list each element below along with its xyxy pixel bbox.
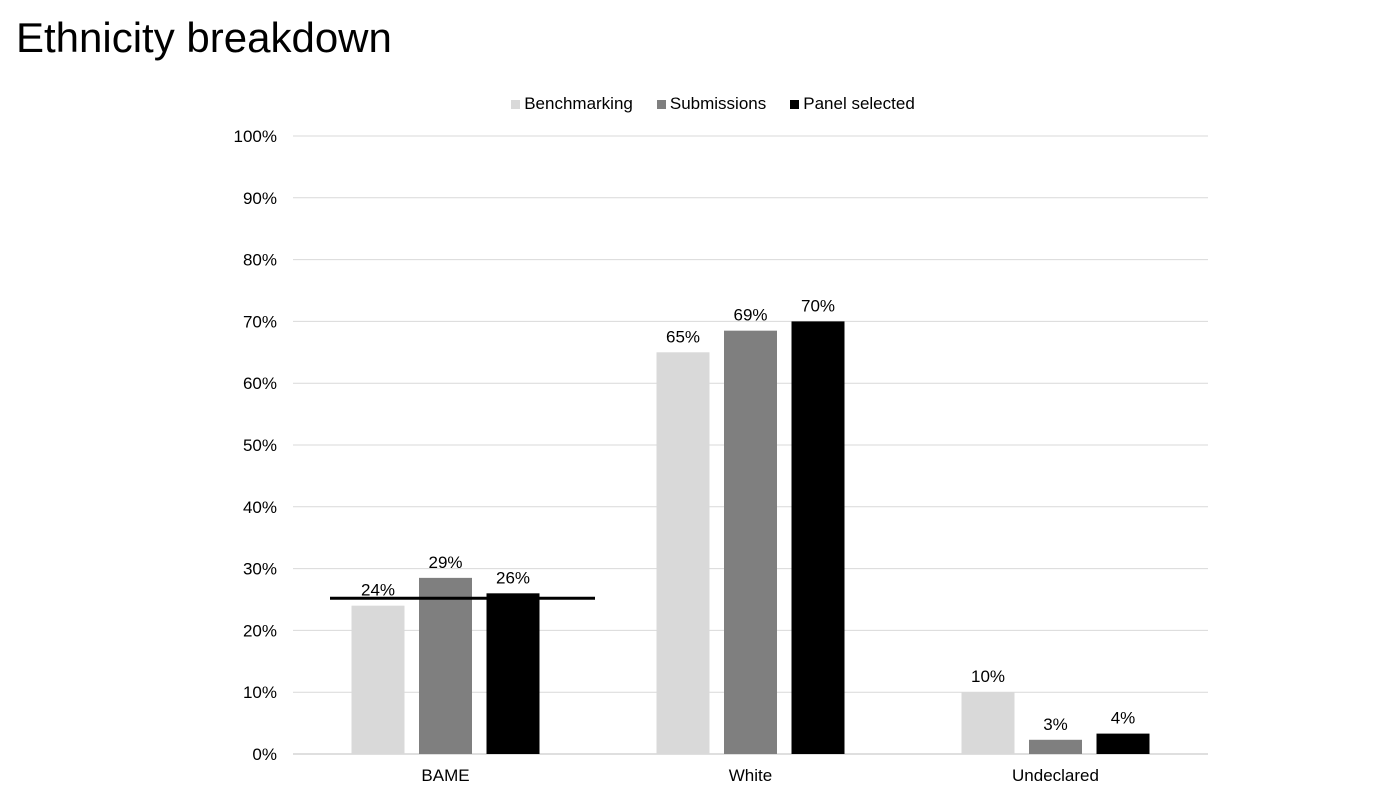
data-label: 65% [666, 327, 700, 346]
legend-swatch-benchmarking [511, 99, 521, 109]
chart-legend: Benchmarking Submissions Panel selected [0, 93, 1386, 115]
bar [724, 330, 777, 754]
y-tick-label: 70% [243, 312, 277, 331]
data-label: 4% [1111, 709, 1136, 728]
y-tick-label: 100% [234, 127, 277, 146]
y-tick-label: 60% [243, 374, 277, 393]
y-tick-label: 50% [243, 436, 277, 455]
legend-swatch-panel-selected [790, 99, 800, 109]
y-tick-label: 90% [243, 189, 277, 208]
data-label: 24% [361, 581, 395, 600]
bar [351, 605, 405, 754]
data-label: 26% [496, 568, 530, 587]
bar [486, 593, 540, 754]
legend-label-submissions: Submissions [669, 94, 767, 113]
y-tick-label: 0% [252, 745, 277, 764]
x-tick-label: BAME [421, 766, 469, 785]
y-tick-label: 10% [243, 683, 277, 702]
bar [791, 321, 845, 754]
bar [961, 692, 1015, 754]
legend-label-benchmarking: Benchmarking [524, 94, 633, 113]
y-tick-label: 40% [243, 498, 277, 517]
data-label: 29% [428, 553, 462, 572]
bar [656, 352, 710, 754]
x-tick-label: White [729, 766, 772, 785]
legend-item-panel-selected: Panel selected [790, 93, 915, 115]
page-title: Ethnicity breakdown [16, 14, 392, 61]
legend-item-submissions: Submissions [656, 93, 767, 115]
y-tick-label: 80% [243, 251, 277, 270]
legend-swatch-submissions [656, 99, 666, 109]
data-label: 10% [971, 667, 1005, 686]
bar [419, 577, 472, 754]
legend-item-benchmarking: Benchmarking [511, 93, 633, 115]
data-label: 70% [801, 296, 835, 315]
data-label: 69% [733, 306, 767, 325]
bar [1029, 739, 1082, 754]
data-label: 3% [1043, 715, 1068, 734]
y-tick-label: 30% [243, 560, 277, 579]
x-tick-label: Undeclared [1012, 766, 1099, 785]
y-tick-label: 20% [243, 621, 277, 640]
legend-label-panel-selected: Panel selected [803, 94, 915, 113]
bar [1096, 733, 1150, 754]
